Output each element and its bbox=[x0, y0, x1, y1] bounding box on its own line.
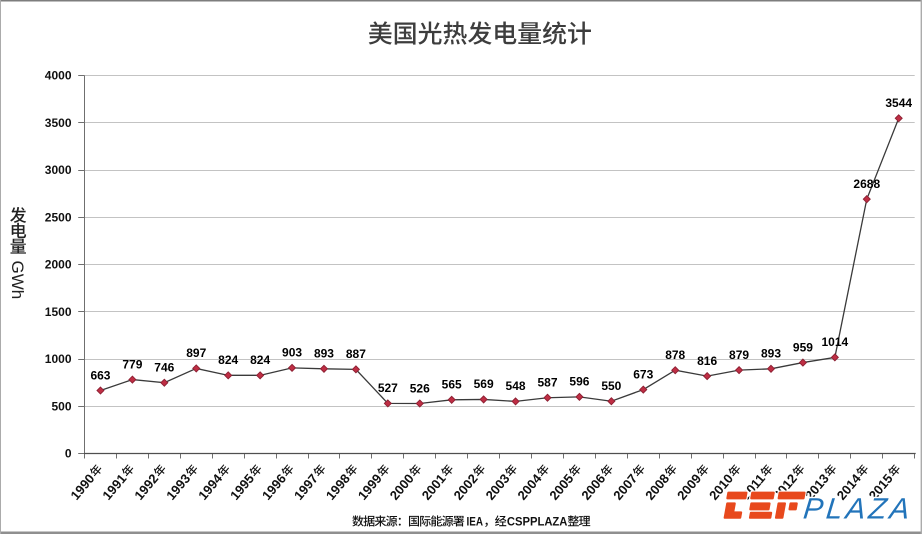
svg-text:3544: 3544 bbox=[885, 96, 912, 110]
svg-text:IEA: IEA bbox=[467, 515, 484, 529]
svg-text:897: 897 bbox=[186, 346, 206, 360]
svg-text:3000: 3000 bbox=[45, 163, 72, 177]
svg-text:887: 887 bbox=[346, 347, 366, 361]
svg-text:959: 959 bbox=[793, 340, 813, 354]
svg-text:746: 746 bbox=[154, 361, 174, 375]
svg-text:500: 500 bbox=[51, 399, 71, 413]
svg-text:673: 673 bbox=[633, 367, 653, 381]
svg-text:1500: 1500 bbox=[45, 305, 72, 319]
svg-text:4000: 4000 bbox=[45, 69, 72, 83]
svg-text:2000: 2000 bbox=[45, 258, 72, 272]
svg-text:565: 565 bbox=[442, 378, 462, 392]
svg-text:893: 893 bbox=[314, 347, 334, 361]
svg-text:587: 587 bbox=[537, 376, 557, 390]
svg-text:2500: 2500 bbox=[45, 210, 72, 224]
svg-text:PLAZA: PLAZA bbox=[802, 493, 911, 526]
svg-text:0: 0 bbox=[65, 447, 72, 461]
svg-text:PLAZA: PLAZA bbox=[802, 493, 911, 526]
svg-text:GWh: GWh bbox=[8, 261, 27, 300]
svg-text:569: 569 bbox=[474, 377, 494, 391]
svg-text:596: 596 bbox=[569, 375, 589, 389]
svg-text:550: 550 bbox=[601, 379, 621, 393]
svg-text:779: 779 bbox=[122, 357, 142, 371]
svg-text:3500: 3500 bbox=[45, 116, 72, 130]
svg-text:1000: 1000 bbox=[45, 352, 72, 366]
svg-text:824: 824 bbox=[250, 353, 270, 367]
svg-text:824: 824 bbox=[218, 353, 238, 367]
svg-text:CSPPLAZA: CSPPLAZA bbox=[507, 515, 568, 529]
svg-text:2688: 2688 bbox=[853, 177, 880, 191]
svg-text:1014: 1014 bbox=[822, 335, 849, 349]
svg-text:893: 893 bbox=[761, 347, 781, 361]
svg-text:548: 548 bbox=[506, 379, 526, 393]
svg-text:816: 816 bbox=[697, 354, 717, 368]
svg-text:663: 663 bbox=[90, 368, 110, 382]
svg-text:878: 878 bbox=[665, 348, 685, 362]
svg-text:526: 526 bbox=[410, 381, 430, 395]
svg-text:879: 879 bbox=[729, 348, 749, 362]
svg-text:903: 903 bbox=[282, 346, 302, 360]
svg-text:527: 527 bbox=[378, 381, 398, 395]
